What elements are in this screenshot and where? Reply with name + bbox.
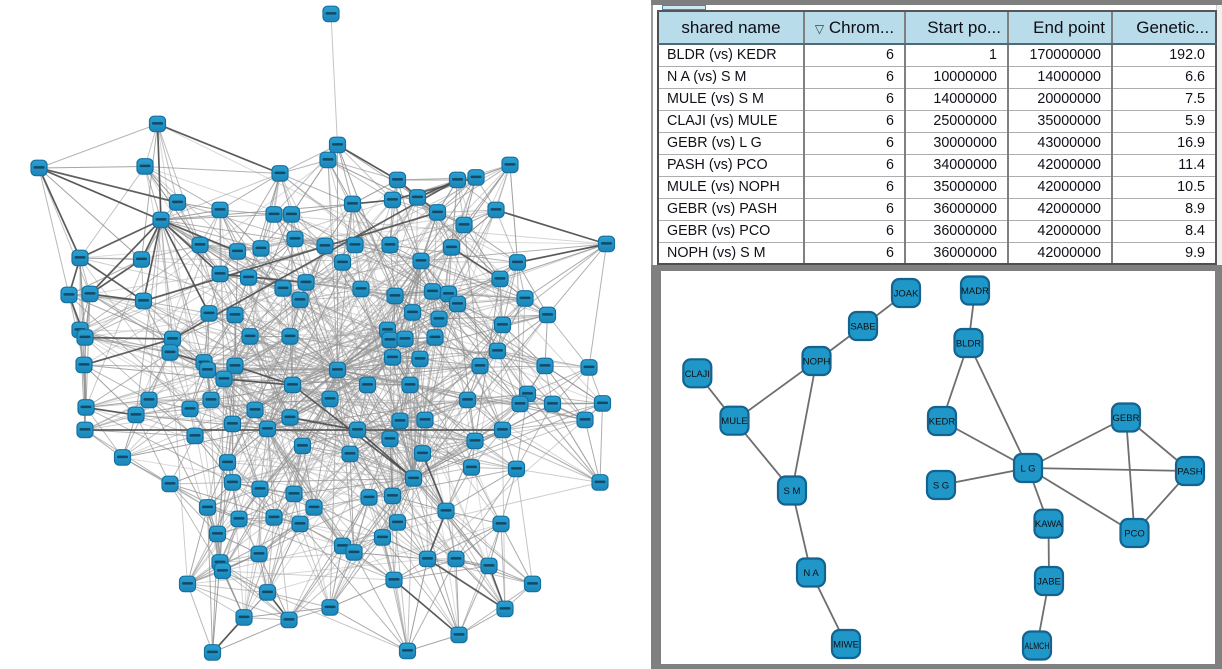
svg-text:SABE: SABE: [850, 322, 875, 333]
svg-text:PASH: PASH: [1177, 467, 1202, 478]
svg-text:PCO: PCO: [1124, 529, 1145, 540]
svg-text:ALMCH: ALMCH: [1025, 641, 1050, 652]
svg-text:KAWA: KAWA: [1035, 519, 1063, 530]
svg-text:MIWE: MIWE: [833, 640, 859, 651]
svg-text:GEBR: GEBR: [1113, 413, 1140, 424]
svg-text:N A: N A: [803, 568, 819, 579]
svg-text:MADR: MADR: [961, 286, 989, 297]
svg-text:BLDR: BLDR: [956, 339, 981, 350]
svg-text:NOPH: NOPH: [803, 357, 831, 368]
svg-text:JOAK: JOAK: [894, 289, 919, 300]
svg-text:MULE: MULE: [721, 416, 747, 427]
svg-text:S G: S G: [933, 481, 949, 492]
svg-text:KEDR: KEDR: [929, 417, 956, 428]
svg-text:CLAJI: CLAJI: [685, 369, 710, 380]
svg-text:L G: L G: [1021, 464, 1036, 475]
svg-text:S M: S M: [784, 486, 801, 497]
svg-text:JABE: JABE: [1037, 577, 1061, 588]
